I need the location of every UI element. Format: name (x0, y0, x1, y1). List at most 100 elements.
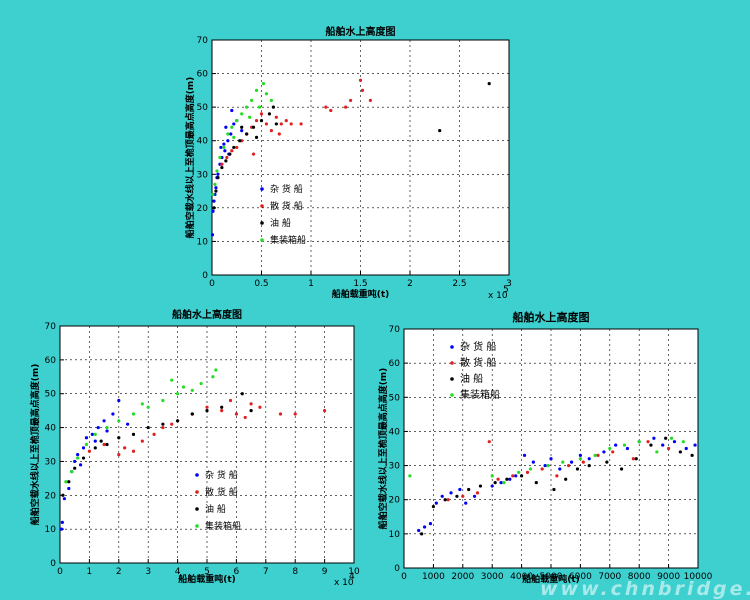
data-point (126, 422, 130, 426)
data-point (267, 112, 272, 116)
data-point (226, 139, 230, 143)
plot-area (403, 328, 699, 569)
data-point (672, 440, 677, 444)
data-point (93, 446, 97, 450)
data-point (323, 409, 327, 413)
x-tick-label: 3 (506, 279, 512, 289)
x-tick-label: 7 (263, 567, 269, 577)
y-tick-label: 20 (45, 491, 57, 501)
data-point (289, 122, 293, 126)
data-point (461, 494, 465, 498)
data-point (552, 487, 556, 492)
data-point (214, 186, 218, 190)
data-point (264, 92, 269, 96)
data-point (408, 474, 412, 478)
data-point (254, 135, 259, 139)
legend-label: 杂 货 船 (270, 183, 303, 195)
data-point (67, 486, 71, 491)
data-point (117, 453, 121, 457)
data-point (661, 443, 665, 447)
data-point (205, 405, 209, 409)
x-tick-label: 10000 (684, 572, 713, 582)
legend-label: 散 货 船 (270, 200, 303, 212)
data-point (299, 122, 303, 126)
data-point (111, 412, 115, 416)
data-point (96, 425, 100, 430)
data-point (517, 470, 521, 474)
chart-title: 船舶水上高度图 (326, 25, 396, 38)
data-point (219, 145, 223, 150)
data-point (274, 122, 278, 126)
data-point (279, 122, 283, 126)
data-point (232, 135, 236, 139)
data-point (534, 481, 538, 485)
data-point (368, 98, 372, 103)
y-tick-label: 0 (50, 559, 56, 569)
x-tick-label: 1.5 (353, 279, 367, 289)
data-point (245, 105, 249, 109)
data-point (131, 449, 136, 453)
data-point (59, 527, 64, 531)
legend-marker (195, 507, 199, 511)
data-point (634, 457, 638, 461)
data-point (243, 415, 247, 420)
data-point (123, 446, 127, 450)
y-tick-label: 0 (202, 271, 208, 281)
legend-label: 油 船 (270, 217, 291, 229)
data-point (117, 419, 121, 423)
data-point (602, 450, 606, 454)
data-point (625, 446, 630, 451)
data-point (478, 484, 483, 488)
x-tick-label: 4 (175, 567, 181, 577)
data-point (223, 149, 227, 153)
x-axis-multiplier-exponent: 5 (503, 285, 509, 295)
data-point (258, 405, 262, 409)
data-point (251, 152, 256, 156)
data-point (212, 206, 216, 210)
y-tick-label: 20 (389, 496, 401, 506)
data-point (490, 484, 494, 488)
data-point (472, 494, 477, 498)
data-point (496, 477, 500, 481)
data-point (422, 525, 427, 529)
data-point (525, 470, 530, 474)
data-point (215, 169, 219, 173)
legend-marker (450, 345, 454, 349)
legend-marker (260, 187, 264, 191)
legend-label: 集装箱船 (270, 234, 306, 246)
data-point (434, 501, 438, 505)
data-point (528, 467, 533, 471)
data-point (360, 88, 365, 92)
y-tick-label: 70 (197, 36, 209, 46)
x-tick-label: 9000 (657, 572, 680, 582)
data-point (561, 460, 565, 464)
data-point (240, 112, 244, 116)
data-point (257, 105, 262, 109)
data-point (250, 98, 254, 103)
data-point (693, 443, 697, 447)
data-point (505, 477, 509, 481)
data-point (205, 409, 209, 413)
data-point (581, 460, 585, 464)
series-1 (446, 440, 671, 502)
data-point (105, 429, 109, 433)
data-point (61, 493, 65, 497)
data-point (593, 453, 597, 457)
y-tick-label: 50 (197, 103, 209, 113)
data-point (344, 105, 348, 109)
series-3 (408, 436, 685, 485)
y-tick-label: 50 (45, 390, 57, 400)
data-point (176, 392, 180, 396)
data-point (224, 159, 228, 163)
data-point (649, 443, 653, 447)
data-point (329, 108, 333, 113)
data-point (117, 398, 121, 403)
x-tick-label: 10 (348, 567, 360, 577)
x-tick-label: 1 (87, 567, 93, 577)
data-point (587, 463, 591, 468)
y-tick-label: 50 (389, 393, 401, 403)
data-point (220, 165, 224, 170)
data-point (81, 446, 86, 450)
data-point (152, 432, 156, 436)
data-point (254, 88, 259, 92)
